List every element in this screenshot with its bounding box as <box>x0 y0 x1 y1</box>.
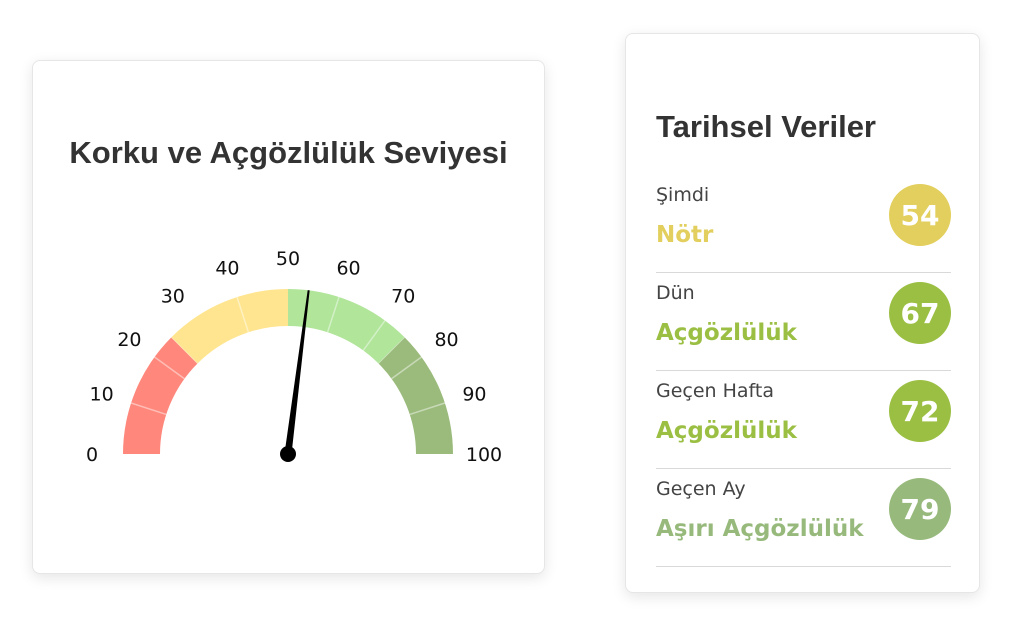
row-status: Nötr <box>656 222 714 248</box>
gauge-card: Korku ve Açgözlülük Seviyesi 0 10 20 30 40 50… <box>32 60 545 574</box>
gauge-divider <box>409 402 446 416</box>
row-label: Şimdi <box>656 184 710 206</box>
needle-pivot <box>280 446 296 462</box>
tick-label: 70 <box>391 285 415 307</box>
value-badge: 79 <box>889 478 951 540</box>
gauge-divider <box>378 336 406 364</box>
history-row: Geçen Hafta Açgözlülük 72 <box>656 370 951 469</box>
tick-label: 10 <box>89 383 113 405</box>
gauge-title: Korku ve Açgözlülük Seviyesi <box>69 135 508 170</box>
gauge-band <box>123 337 198 454</box>
tick-label: 20 <box>117 329 141 351</box>
gauge-band <box>288 289 405 364</box>
row-status: Açgözlülük <box>656 320 797 346</box>
tick-label: 0 <box>86 444 98 466</box>
row-label: Dün <box>656 282 695 304</box>
gauge-divider <box>362 320 386 351</box>
row-status: Aşırı Açgözlülük <box>656 516 864 542</box>
tick-label: 40 <box>215 258 239 280</box>
historical-data-card: Tarihsel Veriler Şimdi Nötr 54 Dün Açgözl… <box>625 33 980 593</box>
value-badge: 67 <box>889 282 951 344</box>
tick-label: 100 <box>466 444 502 466</box>
gauge-divider <box>236 296 250 333</box>
gauge-divider <box>130 402 167 416</box>
gauge-divider <box>326 296 340 333</box>
tick-label: 90 <box>462 383 486 405</box>
tick-label: 50 <box>276 248 300 270</box>
tick-label: 60 <box>336 258 360 280</box>
history-row: Dün Açgözlülük 67 <box>656 272 951 371</box>
row-status: Açgözlülük <box>656 418 797 444</box>
gauge-band <box>171 289 288 364</box>
row-label: Geçen Hafta <box>656 380 775 402</box>
gauge-needle <box>284 290 310 455</box>
tick-label: 80 <box>434 329 458 351</box>
gauge-divider <box>154 356 185 380</box>
value-badge: 72 <box>889 380 951 442</box>
gauge-divider <box>170 336 198 364</box>
value-badge: 54 <box>889 184 951 246</box>
gauge-band <box>378 337 453 454</box>
fear-greed-gauge: 0 10 20 30 40 50 60 70 80 90 100 <box>86 248 502 466</box>
tick-label: 30 <box>161 285 185 307</box>
history-row: Şimdi Nötr 54 <box>656 174 951 273</box>
gauge-divider <box>391 356 422 380</box>
historical-title: Tarihsel Veriler <box>656 109 876 144</box>
row-label: Geçen Ay <box>656 478 746 500</box>
history-row: Geçen Ay Aşırı Açgözlülük 79 <box>656 468 951 567</box>
